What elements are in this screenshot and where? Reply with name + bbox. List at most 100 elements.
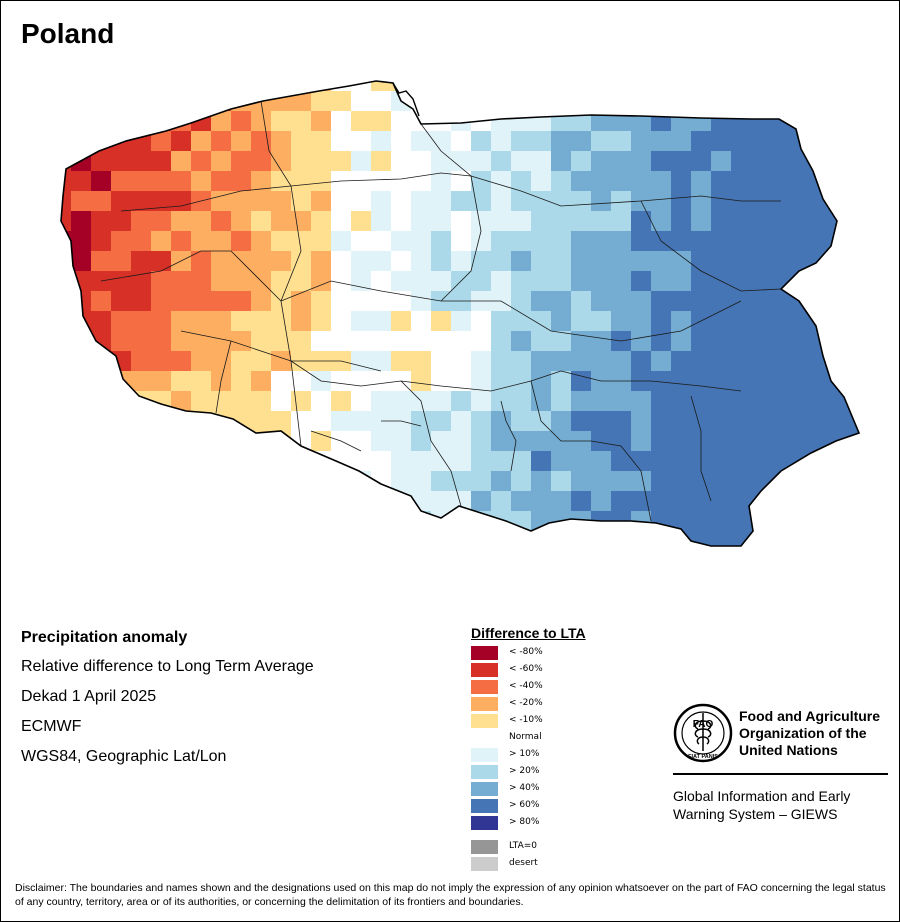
grid-cell — [531, 191, 551, 211]
grid-cell — [211, 171, 231, 191]
grid-cell — [851, 271, 859, 291]
grid-cell — [331, 411, 351, 431]
grid-cell — [271, 371, 291, 391]
grid-cell — [611, 491, 631, 511]
grid-cell — [771, 131, 791, 151]
grid-cell — [491, 91, 511, 111]
grid-cell — [551, 411, 571, 431]
grid-cell — [291, 411, 311, 431]
grid-cell — [291, 91, 311, 111]
grid-cell — [371, 331, 391, 351]
grid-cell — [531, 231, 551, 251]
grid-cell — [611, 391, 631, 411]
grid-cell — [551, 531, 571, 546]
grid-cell — [111, 251, 131, 271]
grid-cell — [391, 311, 411, 331]
grid-cell — [571, 551, 591, 571]
grid-cell — [771, 351, 791, 371]
grid-cell — [91, 291, 111, 311]
grid-cell — [131, 411, 151, 431]
grid-cell — [531, 531, 551, 546]
grid-cell — [131, 491, 151, 511]
grid-cell — [551, 111, 571, 131]
grid-cell — [711, 351, 731, 371]
grid-cell — [231, 111, 251, 131]
grid-cell — [171, 431, 191, 451]
grid-cell — [151, 171, 171, 191]
grid-cell — [491, 411, 511, 431]
grid-cell — [251, 451, 271, 471]
grid-cell — [191, 81, 211, 91]
grid-cell — [771, 331, 791, 351]
grid-cell — [551, 351, 571, 371]
grid-cell — [251, 431, 271, 451]
grid-cell — [531, 451, 551, 471]
grid-cell — [211, 451, 231, 471]
grid-cell — [771, 411, 791, 431]
grid-cell — [371, 451, 391, 471]
grid-cell — [131, 311, 151, 331]
legend-item: > 60% — [471, 798, 641, 815]
grid-cell — [291, 211, 311, 231]
grid-cell — [471, 371, 491, 391]
grid-cell — [651, 371, 671, 391]
grid-cell — [371, 551, 391, 571]
grid-cell — [171, 491, 191, 511]
grid-cell — [291, 391, 311, 411]
grid-cell — [411, 411, 431, 431]
grid-cell — [271, 191, 291, 211]
grid-cell — [751, 211, 771, 231]
grid-cell — [511, 131, 531, 151]
grid-cell — [531, 471, 551, 491]
grid-cell — [851, 331, 859, 351]
grid-cell — [211, 211, 231, 231]
grid-cell — [511, 511, 531, 531]
grid-cell — [571, 111, 591, 131]
grid-cell — [231, 271, 251, 291]
grid-cell — [351, 431, 371, 451]
grid-cell — [151, 91, 171, 111]
grid-cell — [291, 171, 311, 191]
grid-cell — [591, 551, 611, 571]
grid-cell — [691, 251, 711, 271]
grid-cell — [71, 211, 91, 231]
grid-cell — [171, 151, 191, 171]
grid-cell — [351, 251, 371, 271]
grid-cell — [511, 531, 531, 546]
grid-cell — [231, 211, 251, 231]
grid-cell — [431, 331, 451, 351]
grid-cell — [531, 371, 551, 391]
grid-cell — [551, 391, 571, 411]
grid-cell — [311, 91, 331, 111]
grid-cell — [231, 511, 251, 531]
grid-cell — [91, 191, 111, 211]
grid-cell — [111, 151, 131, 171]
grid-cell — [691, 371, 711, 391]
grid-cell — [591, 81, 611, 91]
grid-cell — [291, 531, 311, 546]
grid-cell — [851, 511, 859, 531]
grid-cell — [671, 131, 691, 151]
grid-cell — [191, 431, 211, 451]
grid-cell — [711, 171, 731, 191]
grid-cell — [131, 391, 151, 411]
grid-cell — [791, 291, 811, 311]
grid-cell — [551, 81, 571, 91]
grid-cell — [211, 351, 231, 371]
grid-cell — [71, 311, 91, 331]
grid-cell — [311, 551, 331, 571]
grid-cell — [431, 371, 451, 391]
legend-swatch — [471, 840, 498, 854]
grid-cell — [411, 151, 431, 171]
grid-cell — [151, 531, 171, 546]
grid-cell — [471, 271, 491, 291]
fao-emblem-icon: FAO FIAT PANIS — [673, 703, 733, 763]
grid-cell — [371, 151, 391, 171]
grid-cell — [331, 291, 351, 311]
grid-cell — [751, 271, 771, 291]
grid-cell — [831, 311, 851, 331]
grid-cell — [131, 151, 151, 171]
grid-cell — [231, 391, 251, 411]
grid-cell — [631, 131, 651, 151]
